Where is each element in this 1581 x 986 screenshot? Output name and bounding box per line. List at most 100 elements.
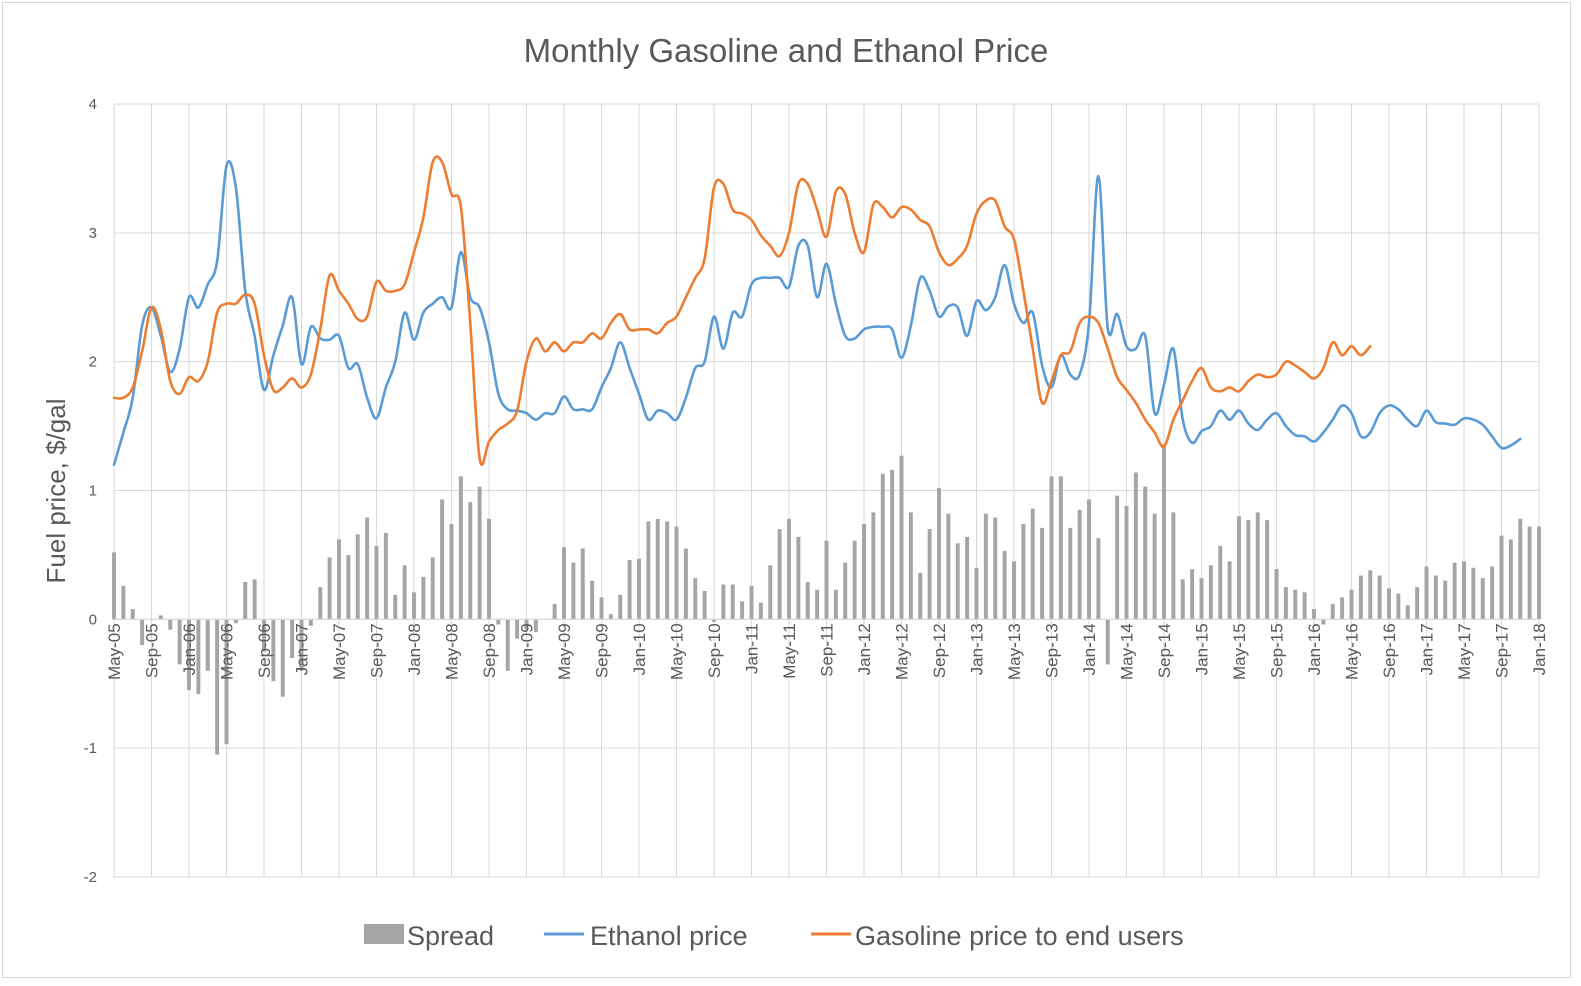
spread-bar xyxy=(327,557,332,620)
spread-bar xyxy=(1415,587,1420,620)
y-tick-label: 2 xyxy=(89,354,97,371)
spread-bar xyxy=(852,540,857,620)
x-tick-label: Jan-15 xyxy=(1193,623,1212,675)
x-tick-label: Jan-14 xyxy=(1080,623,1099,675)
spread-bar xyxy=(168,619,173,630)
grid-lines xyxy=(113,103,1540,878)
x-tick-label: May-17 xyxy=(1455,623,1474,680)
spread-bar xyxy=(187,619,191,691)
spread-bar xyxy=(1340,597,1345,620)
x-tick-label: Sep-17 xyxy=(1493,623,1512,678)
spread-bar xyxy=(843,562,848,620)
legend-label: Spread xyxy=(407,921,494,951)
spread-bar xyxy=(618,594,623,620)
spread-bar xyxy=(1143,486,1148,620)
spread-bar xyxy=(787,518,791,620)
spread-bar xyxy=(515,619,520,639)
x-tick-label: May-06 xyxy=(218,623,237,680)
spread-bar xyxy=(627,560,632,620)
spread-bar xyxy=(1480,578,1485,620)
spread-bar xyxy=(1077,509,1082,620)
spread-bar xyxy=(833,589,838,620)
spread-bar xyxy=(458,476,463,620)
x-tick-label: Jan-11 xyxy=(743,623,762,674)
spread-bar xyxy=(158,615,163,620)
spread-bar xyxy=(815,589,820,620)
legend-swatch-bar xyxy=(364,924,404,944)
x-tick-label: May-10 xyxy=(668,623,687,680)
spread-bar xyxy=(890,469,895,620)
spread-bar xyxy=(355,534,360,620)
x-tick-label: Jan-12 xyxy=(855,623,874,675)
spread-bar xyxy=(730,584,735,620)
legend-label: Ethanol price xyxy=(590,921,748,951)
legend-label: Gasoline price to end users xyxy=(855,921,1184,951)
x-tick-label: Sep-13 xyxy=(1043,623,1062,678)
spread-bar xyxy=(871,512,876,620)
gasoline-price-line xyxy=(112,155,1372,466)
spread-bar xyxy=(702,590,707,620)
x-tick-label: Jan-09 xyxy=(518,623,537,675)
spread-bar xyxy=(1283,587,1288,620)
spread-bar xyxy=(1124,505,1129,620)
spread-bar xyxy=(1330,603,1335,620)
spread-bar xyxy=(1462,561,1466,620)
spread-bar xyxy=(1199,578,1204,620)
spread-bar xyxy=(402,565,407,620)
y-tick-label: -1 xyxy=(84,740,97,757)
spread-bar xyxy=(383,533,388,620)
spread-bar xyxy=(1518,518,1523,620)
spread-bar xyxy=(1180,579,1185,620)
ethanol-price-line xyxy=(112,159,1522,467)
x-tick-label: Sep-08 xyxy=(480,623,499,678)
spread-bar xyxy=(1002,551,1007,620)
spread-bar xyxy=(205,619,210,671)
spread-bar xyxy=(524,619,529,630)
y-tick-label: 3 xyxy=(89,225,97,242)
spread-bar xyxy=(1387,588,1391,620)
spread-bar xyxy=(1058,476,1063,620)
spread-bar xyxy=(552,603,557,620)
spread-bar xyxy=(412,592,416,620)
spread-bar xyxy=(918,572,923,620)
x-tick-label: Sep-05 xyxy=(143,623,162,678)
spread-bar xyxy=(440,499,445,620)
spread-bar xyxy=(1012,561,1016,620)
spread-bar xyxy=(674,526,679,620)
x-tick-label: Sep-12 xyxy=(930,623,949,678)
spread-bar xyxy=(393,594,398,620)
x-tick-label: May-07 xyxy=(330,623,349,680)
spread-bar xyxy=(880,473,885,620)
spread-bar xyxy=(562,547,566,620)
spread-bar xyxy=(665,521,670,620)
spread-bar xyxy=(899,455,904,620)
spread-bar xyxy=(374,545,379,620)
spread-bar xyxy=(1405,605,1410,620)
spread-bar xyxy=(1021,523,1026,620)
spread-bar xyxy=(505,619,510,671)
spread-bar xyxy=(1527,526,1532,620)
spread-bar xyxy=(112,552,116,620)
spread-bar xyxy=(1312,609,1316,620)
spread-bar xyxy=(1255,512,1260,620)
x-tick-label: May-11 xyxy=(780,623,799,678)
spread-bar xyxy=(271,619,276,682)
x-tick-label: Jan-10 xyxy=(630,623,649,675)
x-tick-labels: May-05 Sep-05 Jan-06 May-06 Sep-06 Jan-07 May-… xyxy=(105,623,1549,680)
spread-bar xyxy=(571,562,576,620)
spread-bar xyxy=(1508,539,1513,620)
spread-bar xyxy=(337,539,341,620)
spread-bar xyxy=(1227,561,1232,620)
spread-bar xyxy=(1368,570,1373,620)
spread-bar xyxy=(646,521,651,620)
x-tick-label: Sep-14 xyxy=(1155,623,1174,678)
y-tick-labels: -2 -1 0 1 2 3 4 xyxy=(84,96,97,886)
spread-bar xyxy=(262,619,266,652)
spread-bar xyxy=(580,548,585,620)
spread-bar xyxy=(993,517,998,620)
spread-bar xyxy=(1274,569,1279,620)
y-axis-label: Fuel price, $/gal xyxy=(41,399,71,584)
x-tick-label: Sep-11 xyxy=(818,623,837,677)
spread-bar xyxy=(693,578,698,620)
